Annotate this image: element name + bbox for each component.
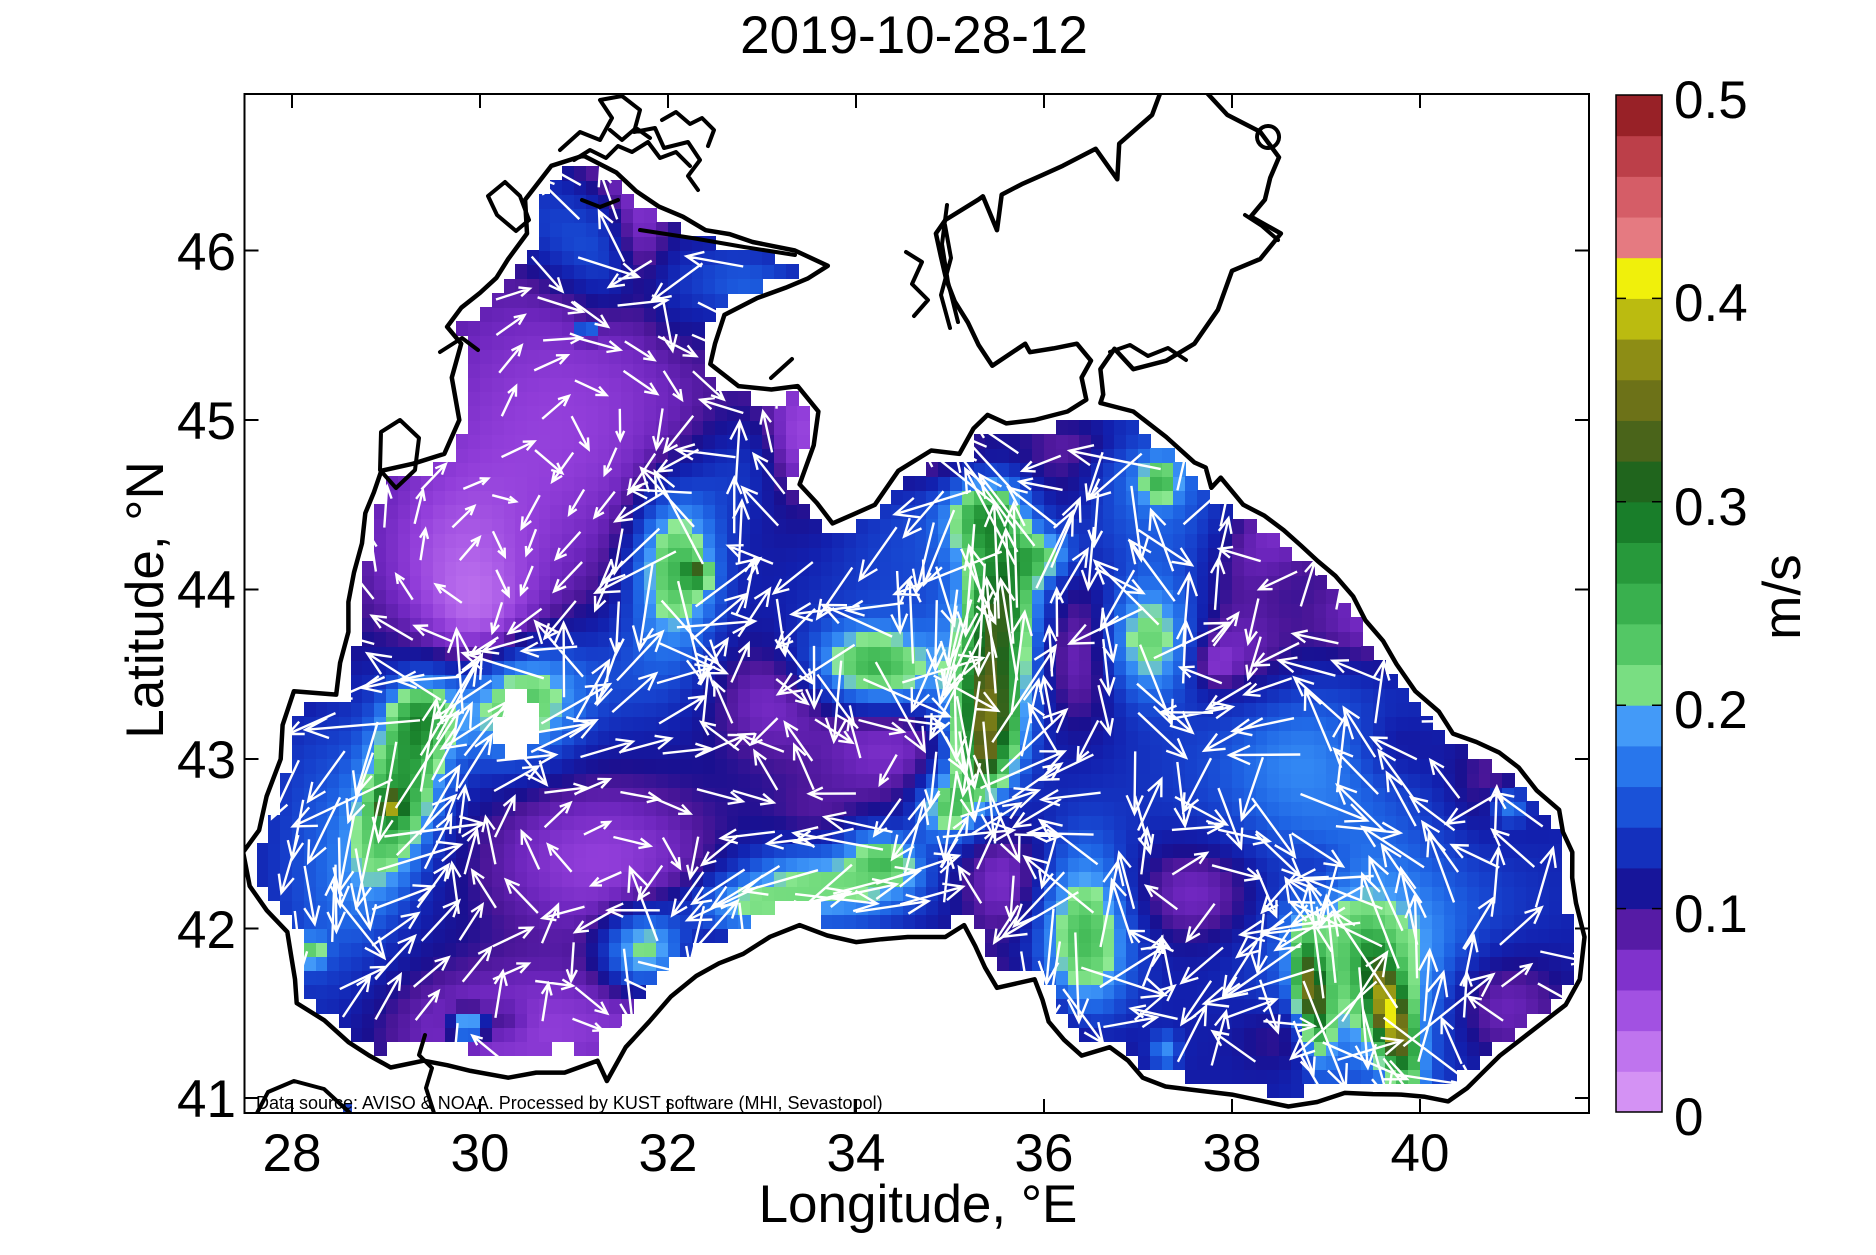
svg-text:34: 34 bbox=[827, 1124, 886, 1183]
svg-text:43: 43 bbox=[177, 731, 236, 790]
svg-text:30: 30 bbox=[451, 1124, 510, 1183]
svg-text:32: 32 bbox=[639, 1124, 698, 1183]
svg-text:2019-10-28-12: 2019-10-28-12 bbox=[740, 6, 1088, 65]
svg-text:m/s: m/s bbox=[1753, 554, 1812, 639]
svg-text:28: 28 bbox=[263, 1124, 322, 1183]
svg-text:0.3: 0.3 bbox=[1674, 478, 1748, 537]
svg-text:0.1: 0.1 bbox=[1674, 885, 1748, 944]
svg-text:0.4: 0.4 bbox=[1674, 274, 1748, 333]
svg-text:0.5: 0.5 bbox=[1674, 71, 1748, 130]
svg-text:0.2: 0.2 bbox=[1674, 681, 1748, 740]
svg-text:46: 46 bbox=[177, 223, 236, 282]
svg-text:Latitude, °N: Latitude, °N bbox=[116, 461, 175, 739]
svg-text:Data source: AVISO & NOAA. Pro: Data source: AVISO & NOAA. Processed by … bbox=[256, 1093, 883, 1113]
svg-text:36: 36 bbox=[1015, 1124, 1074, 1183]
svg-text:40: 40 bbox=[1391, 1124, 1450, 1183]
svg-text:45: 45 bbox=[177, 392, 236, 451]
svg-text:41: 41 bbox=[177, 1070, 236, 1129]
svg-text:38: 38 bbox=[1203, 1124, 1262, 1183]
svg-text:42: 42 bbox=[177, 901, 236, 960]
svg-text:44: 44 bbox=[177, 561, 236, 620]
svg-text:Longitude, °E: Longitude, °E bbox=[759, 1175, 1078, 1234]
svg-text:0: 0 bbox=[1674, 1088, 1703, 1147]
